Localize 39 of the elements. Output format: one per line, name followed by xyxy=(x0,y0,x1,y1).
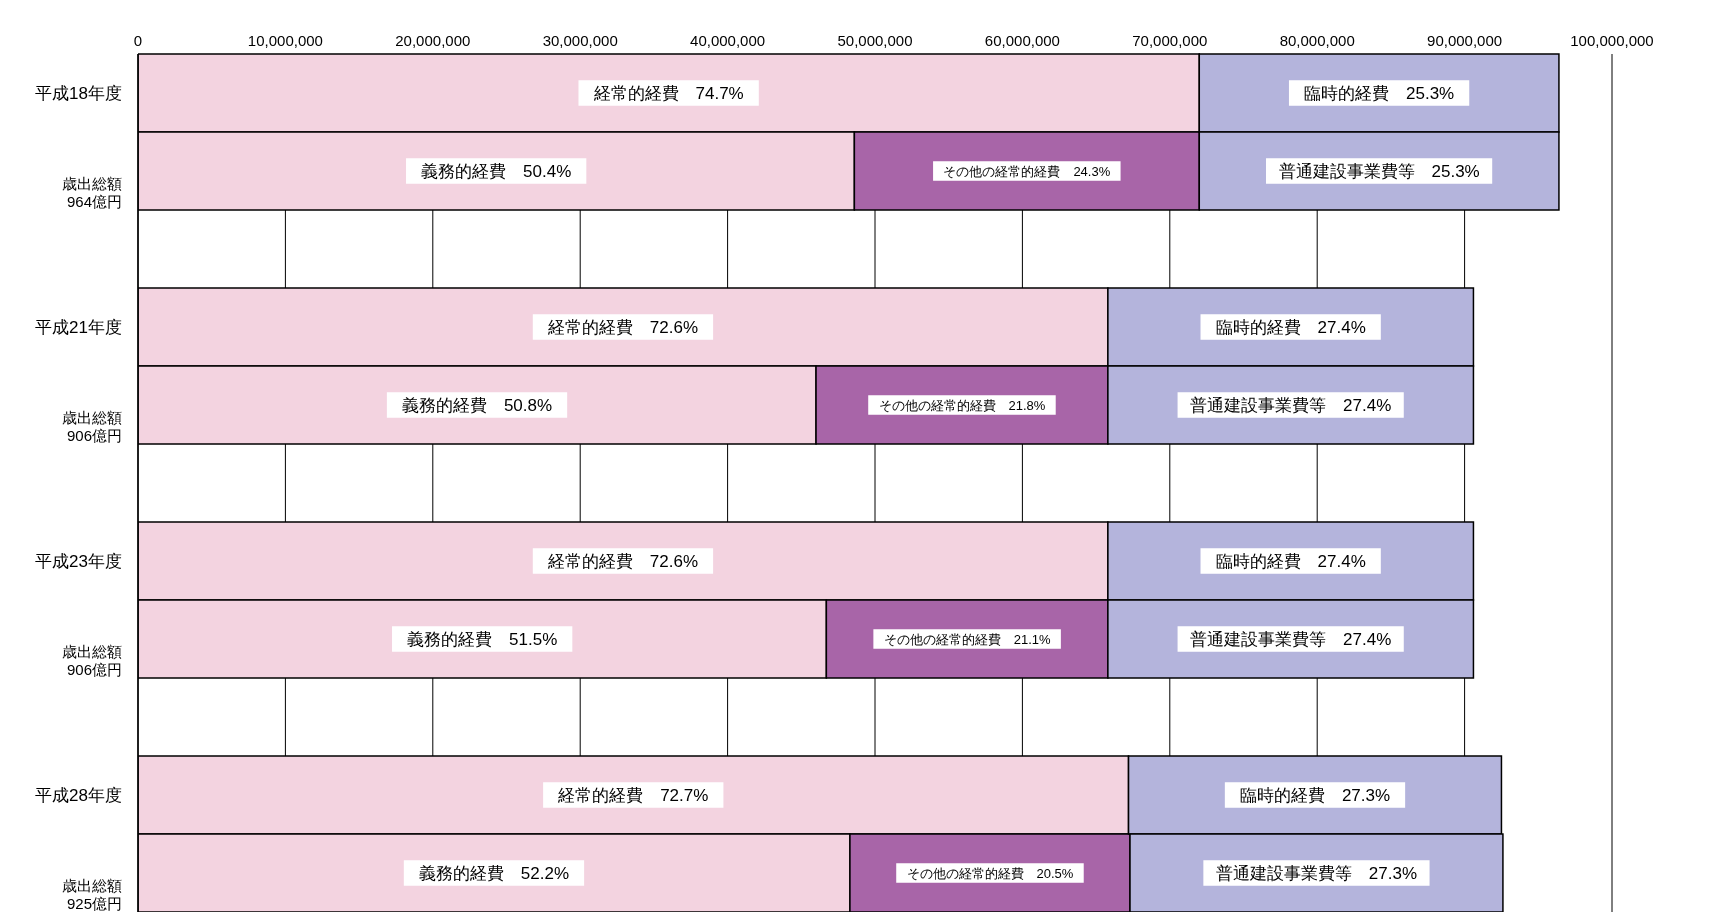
data-label: 経常的経費 72.6% xyxy=(546,551,699,571)
data-label: 経常的経費 72.6% xyxy=(546,317,699,337)
y-tick-label: 歳出総額 906億円 xyxy=(62,409,122,444)
x-tick-label: 0 xyxy=(133,32,143,49)
data-label: 義務的経費 50.4% xyxy=(421,161,572,181)
data-label: 義務的経費 51.5% xyxy=(407,629,558,649)
data-label: その他の経常的経費 24.3% xyxy=(943,163,1111,179)
y-tick-label: 平成18年度 xyxy=(35,84,122,103)
y-tick-label: 歳出総額 964億円 xyxy=(62,175,122,210)
y-tick-label: 歳出総額 925億円 xyxy=(62,877,122,912)
y-tick-label: 平成28年度 xyxy=(35,786,122,805)
x-tick-label: 40,000,000 xyxy=(690,32,766,49)
x-tick-label: 70,000,000 xyxy=(1132,32,1208,49)
x-tick-label: 100,000,000 xyxy=(1570,32,1654,49)
y-tick-label: 歳出総額 906億円 xyxy=(62,643,122,678)
y-tick-label: 平成21年度 xyxy=(35,318,122,337)
y-tick-label: 平成23年度 xyxy=(35,552,122,571)
data-label: 臨時的経費 27.4% xyxy=(1215,551,1366,571)
x-tick-label: 20,000,000 xyxy=(395,32,471,49)
data-label: 普通建設事業費等 25.3% xyxy=(1278,161,1480,181)
x-tick-label: 80,000,000 xyxy=(1279,32,1355,49)
data-label: その他の経常的経費 21.8% xyxy=(878,397,1046,413)
data-label: 臨時的経費 27.3% xyxy=(1239,785,1391,805)
data-label: 臨時的経費 25.3% xyxy=(1304,83,1455,103)
x-tick-label: 90,000,000 xyxy=(1427,32,1503,49)
data-label: 経常的経費 72.7% xyxy=(557,785,709,805)
data-label: 臨時的経費 27.4% xyxy=(1215,317,1366,337)
x-tick-label: 10,000,000 xyxy=(247,32,323,49)
data-label: その他の経常的経費 21.1% xyxy=(883,631,1051,647)
data-label: 普通建設事業費等 27.4% xyxy=(1190,629,1392,649)
data-label: 普通建設事業費等 27.3% xyxy=(1215,863,1418,883)
data-label: 義務的経費 52.2% xyxy=(418,863,570,883)
data-label: 義務的経費 50.8% xyxy=(401,395,553,415)
x-tick-label: 60,000,000 xyxy=(984,32,1060,49)
data-label: 普通建設事業費等 27.4% xyxy=(1190,395,1392,415)
data-label: 経常的経費 74.7% xyxy=(592,83,744,103)
data-label: その他の経常的経費 20.5% xyxy=(906,865,1074,881)
x-tick-label: 30,000,000 xyxy=(542,32,618,49)
x-tick-label: 50,000,000 xyxy=(837,32,913,49)
